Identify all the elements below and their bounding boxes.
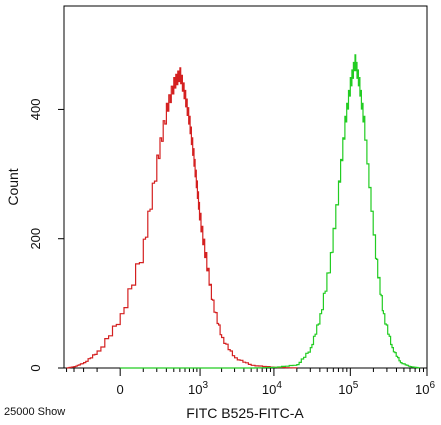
x-axis-label: FITC B525-FITC-A <box>186 405 304 421</box>
histogram-series-2 <box>120 54 421 369</box>
x-tick-label: 0 <box>117 382 124 397</box>
x-tick-label: 103 <box>188 380 208 397</box>
y-tick-label: 400 <box>28 99 43 121</box>
histogram-series-1 <box>66 67 298 369</box>
x-axis: 0 103 104 105 106 <box>66 368 435 397</box>
y-tick-label: 0 <box>28 364 43 371</box>
y-axis-label: Count <box>5 168 21 205</box>
y-axis: 0 200 400 <box>28 99 64 372</box>
x-tick-label: 106 <box>415 380 435 397</box>
x-tick-label: 104 <box>262 380 282 397</box>
footer-event-count: 25000 Show <box>4 406 65 418</box>
y-tick-label: 200 <box>28 228 43 250</box>
x-tick-label: 105 <box>338 380 358 397</box>
histogram-series-group <box>66 54 421 369</box>
plot-frame <box>63 5 428 369</box>
